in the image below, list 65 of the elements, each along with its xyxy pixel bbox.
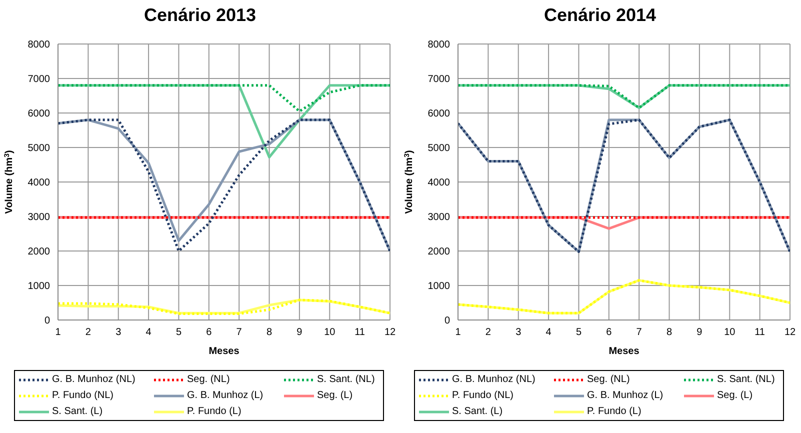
legend-label: Seg. (NL) <box>187 374 230 385</box>
y-tick-label: 2000 <box>28 246 50 258</box>
y-tick-label: 1000 <box>428 281 450 292</box>
y-tick-label: 4000 <box>28 178 50 189</box>
x-tick-label: 1 <box>455 327 462 338</box>
x-tick-label: 9 <box>696 327 703 338</box>
x-tick-label: 9 <box>296 327 303 338</box>
legend-label: P. Fundo (L) <box>587 406 642 417</box>
chart-title: Cenário 2014 <box>542 4 658 27</box>
legend-label: G. B. Munhoz (L) <box>587 390 664 401</box>
y-tick-label: 5000 <box>428 143 450 154</box>
x-tick-label: 6 <box>606 327 612 338</box>
x-axis-title: Meses <box>608 346 640 357</box>
legend-label: G. B. Munhoz (L) <box>187 390 264 401</box>
y-tick-label: 0 <box>44 316 50 327</box>
legend-label: S. Sant. (NL) <box>317 374 375 385</box>
legend-label: Seg. (L) <box>717 390 753 401</box>
y-tick-label: 4000 <box>428 178 450 189</box>
y-tick-label: 2000 <box>428 246 450 258</box>
chart-title: Cenário 2013 <box>142 4 258 27</box>
y-tick-label: 7000 <box>428 74 450 86</box>
y-tick-label: 6000 <box>428 108 450 120</box>
legend-label: Seg. (NL) <box>587 374 630 385</box>
legend-label: P. Fundo (NL) <box>52 390 114 401</box>
x-tick-label: 2 <box>485 327 492 338</box>
legend-label: P. Fundo (NL) <box>452 390 514 401</box>
y-tick-label: 6000 <box>28 108 50 120</box>
x-tick-label: 5 <box>176 327 182 338</box>
legend-label: S. Sant. (L) <box>52 406 103 417</box>
legend-label: S. Sant. (NL) <box>717 374 775 385</box>
x-tick-label: 10 <box>724 327 736 338</box>
x-tick-label: 5 <box>576 327 582 338</box>
x-tick-label: 2 <box>85 327 92 338</box>
y-tick-label: 3000 <box>428 212 450 224</box>
legend-label: S. Sant. (L) <box>452 406 503 417</box>
y-tick-label: 8000 <box>28 40 50 51</box>
line-series <box>58 118 390 252</box>
x-tick-label: 12 <box>384 327 396 338</box>
x-tick-label: 3 <box>116 327 122 338</box>
legend-label: G. B. Munhoz (NL) <box>52 374 136 385</box>
x-tick-label: 8 <box>266 327 272 338</box>
y-tick-label: 5000 <box>28 143 50 154</box>
y-tick-label: 7000 <box>28 74 50 86</box>
x-tick-label: 1 <box>55 327 62 338</box>
y-tick-label: 8000 <box>428 40 450 51</box>
x-tick-label: 8 <box>666 327 672 338</box>
legend-label: G. B. Munhoz (NL) <box>452 374 536 385</box>
y-tick-label: 1000 <box>28 281 50 292</box>
legend-label: Seg. (L) <box>317 390 353 401</box>
x-tick-label: 12 <box>784 327 796 338</box>
line-series <box>458 279 790 314</box>
x-tick-label: 11 <box>354 327 366 338</box>
y-tick-label: 0 <box>444 316 450 327</box>
legend-label: P. Fundo (L) <box>187 406 242 417</box>
x-tick-label: 3 <box>516 327 522 338</box>
x-tick-label: 6 <box>206 327 212 338</box>
x-tick-label: 4 <box>546 327 552 338</box>
x-axis-title: Meses <box>208 346 240 357</box>
x-tick-label: 4 <box>146 327 152 338</box>
line-series <box>458 118 790 253</box>
x-tick-label: 7 <box>636 327 642 338</box>
x-tick-label: 10 <box>324 327 336 338</box>
x-tick-label: 7 <box>236 327 242 338</box>
x-tick-label: 11 <box>754 327 766 338</box>
y-tick-label: 3000 <box>28 212 50 224</box>
